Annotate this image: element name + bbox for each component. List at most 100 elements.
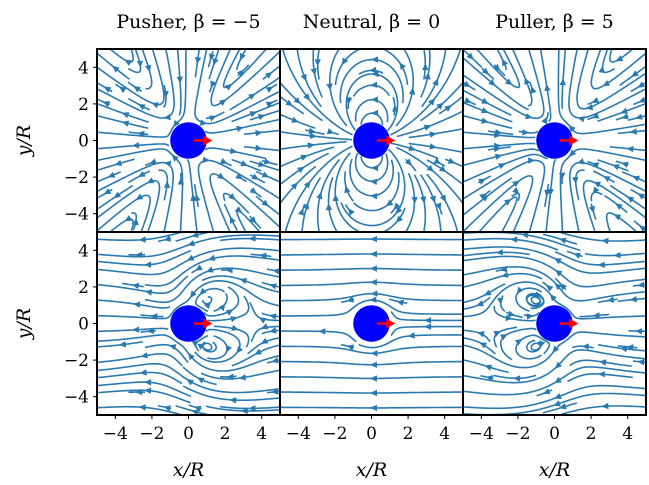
streamline-arrow (429, 131, 437, 138)
swim-direction-arrowhead (569, 135, 579, 146)
streamline-arrow (229, 216, 236, 224)
streamline-arrow (162, 90, 169, 98)
streamline (207, 335, 228, 360)
streamline-arrow (144, 261, 152, 268)
streamline-arrow (501, 271, 509, 278)
streamline-arrow (463, 80, 471, 88)
streamline-arrow (447, 157, 456, 164)
streamline (478, 196, 518, 232)
streamline-arrow (602, 80, 611, 87)
streamline-arrow (444, 105, 452, 112)
streamline-arrow (135, 251, 143, 259)
streamline-arrow (112, 65, 120, 73)
streamline (464, 329, 491, 343)
streamline (405, 172, 416, 232)
streamline-arrow (637, 193, 646, 200)
streamline-arrow (476, 300, 484, 307)
y-tick-label: 0 (78, 315, 89, 335)
swimmer-body (170, 305, 207, 342)
streamline-arrow (544, 83, 551, 92)
streamline-arrow (369, 279, 377, 286)
streamline-arrow (494, 153, 503, 160)
streamline-arrow (300, 73, 307, 82)
streamline-arrow (439, 194, 446, 203)
streamline-arrow (240, 160, 248, 167)
streamline-arrow (132, 326, 140, 333)
streamline-arrow (195, 264, 203, 271)
streamline-arrow (177, 177, 185, 185)
streamline (493, 326, 518, 348)
streamline-arrow (635, 328, 643, 335)
streamline-arrow (121, 120, 130, 127)
streamline-arrow (225, 309, 234, 316)
streamline-arrow (163, 114, 171, 121)
streamline-arrow (504, 198, 512, 206)
streamline-arrow (409, 87, 416, 95)
x-tick-label: 0 (366, 424, 377, 444)
streamline-arrow (149, 158, 157, 165)
streamline (463, 392, 646, 415)
x-tick-label: −2 (505, 424, 530, 444)
streamline-arrow (194, 56, 202, 65)
y-tick-label: 4 (78, 241, 89, 261)
swim-direction-arrowhead (386, 318, 396, 329)
streamline-arrow (199, 287, 207, 295)
streamline-arrow (218, 99, 227, 106)
streamline-arrow (395, 206, 403, 215)
streamline-arrow (325, 203, 333, 211)
streamline-arrow (510, 236, 518, 243)
streamline-arrow (481, 97, 489, 104)
panel-r1-c0 (96, 231, 281, 416)
streamline-arrow (591, 112, 600, 119)
streamline-arrow (307, 142, 315, 149)
streamline-arrow (613, 252, 621, 259)
streamline-arrow (505, 78, 513, 86)
streamline-arrow (484, 364, 492, 371)
streamline (413, 174, 427, 232)
streamline-arrow (637, 281, 645, 288)
streamline-arrow (497, 297, 504, 305)
x-tick-label: −4 (103, 424, 128, 444)
streamline-arrow (572, 176, 579, 185)
streamline (97, 381, 192, 398)
streamline-arrow (285, 99, 293, 107)
streamline-arrow (500, 334, 508, 341)
panel-r0-c1 (279, 48, 464, 233)
streamline (197, 159, 280, 232)
streamline-arrow (483, 289, 492, 296)
streamline-arrow (208, 115, 217, 122)
streamline-arrow (103, 188, 112, 195)
streamline-arrow (577, 116, 585, 123)
streamline-arrow (191, 232, 199, 238)
streamline-arrow (309, 132, 317, 139)
streamline-arrow (103, 86, 112, 93)
x-tick-label: 4 (439, 424, 450, 444)
streamline-arrow (370, 389, 377, 397)
streamline-arrow (370, 235, 377, 243)
streamline-arrow (620, 107, 628, 114)
streamline-arrow (601, 237, 609, 245)
streamline-arrow (217, 172, 225, 180)
streamline-arrow (237, 69, 245, 77)
streamline-arrow (371, 164, 379, 172)
streamline-arrow (371, 56, 378, 63)
streamline-arrow (498, 163, 506, 170)
streamline-arrow (524, 77, 531, 85)
streamline-arrow (423, 124, 432, 131)
streamline-arrow (255, 144, 263, 152)
streamline (281, 330, 357, 343)
streamline-arrow (163, 160, 172, 167)
streamline-arrow (432, 78, 439, 86)
streamline-arrow (124, 215, 133, 222)
streamline (463, 159, 546, 232)
streamline-arrow (137, 130, 145, 138)
streamline-arrow (346, 296, 355, 303)
streamline-arrow (553, 400, 561, 407)
swimmer-body (536, 305, 573, 342)
streamline-arrow (626, 344, 634, 351)
streamline-arrow (133, 85, 141, 93)
streamline-arrow (235, 172, 243, 180)
streamline-arrow (488, 79, 496, 86)
streamline-arrow (303, 93, 311, 101)
